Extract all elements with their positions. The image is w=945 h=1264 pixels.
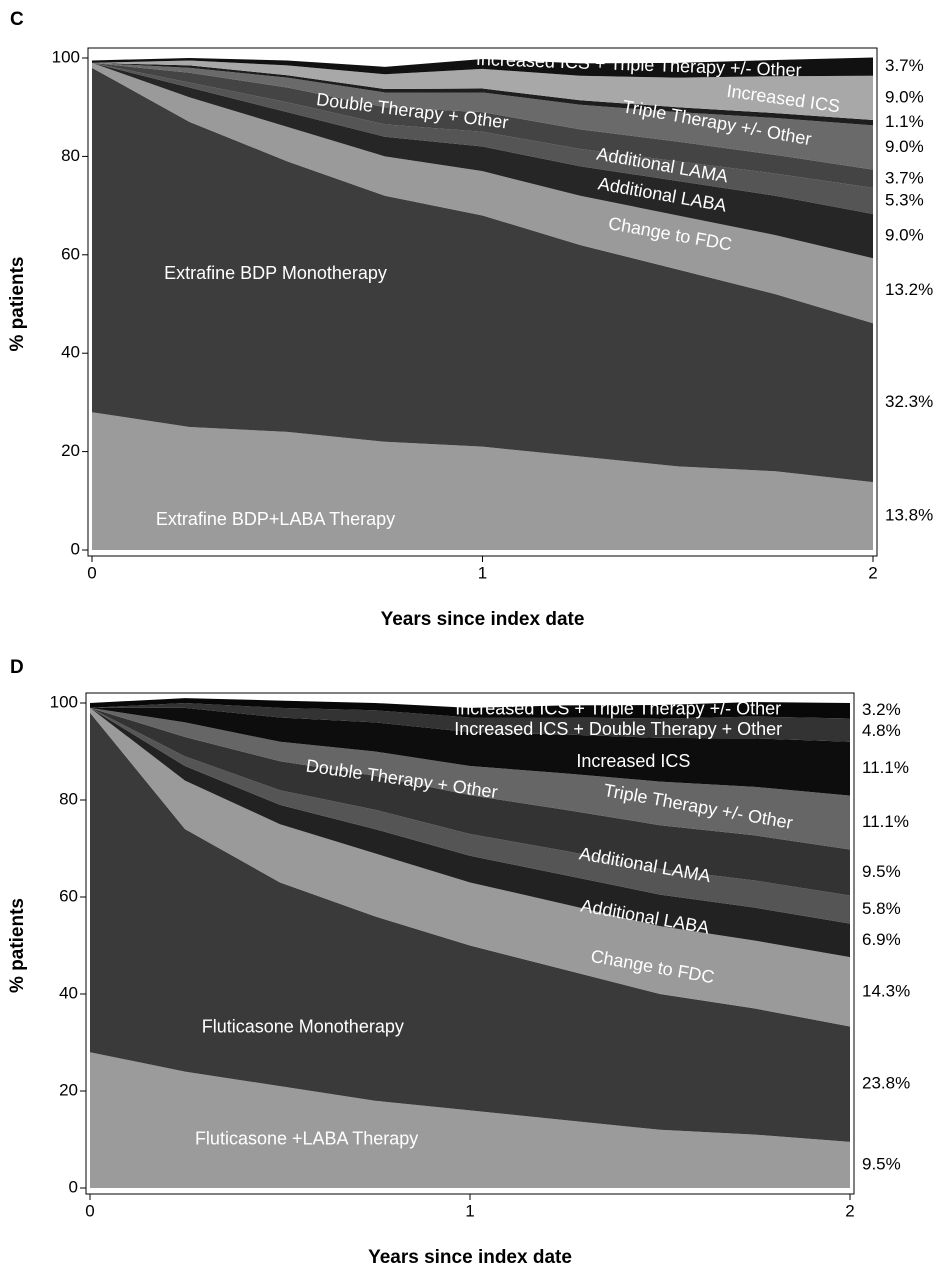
y-tick-label: 80 bbox=[61, 146, 80, 165]
x-axis-title: Years since index date bbox=[368, 1247, 572, 1264]
end-label: 13.8% bbox=[885, 506, 933, 525]
end-label: 3.2% bbox=[862, 700, 901, 719]
area-layer bbox=[90, 707, 850, 896]
area-layer bbox=[92, 412, 873, 550]
y-tick-label: 0 bbox=[71, 539, 80, 558]
y-tick-label: 0 bbox=[69, 1177, 78, 1196]
y-tick-label: 20 bbox=[59, 1080, 78, 1099]
end-label: 11.1% bbox=[862, 758, 909, 777]
y-tick-label: 100 bbox=[50, 692, 78, 711]
end-label: 3.7% bbox=[885, 56, 924, 75]
area-layer bbox=[90, 707, 850, 1027]
y-tick-label: 60 bbox=[59, 886, 78, 905]
area-layer bbox=[90, 712, 850, 1142]
end-label: 1.1% bbox=[885, 112, 924, 131]
layer-name: Increased ICS bbox=[576, 751, 690, 771]
y-tick-label: 60 bbox=[61, 244, 80, 263]
end-label: 9.5% bbox=[862, 1154, 901, 1173]
area-layer bbox=[92, 62, 873, 324]
area-layer bbox=[92, 62, 873, 126]
end-label: 9.0% bbox=[885, 226, 924, 245]
area-layer bbox=[92, 67, 873, 483]
x-tick-label: 0 bbox=[85, 1201, 94, 1220]
y-tick-label: 40 bbox=[59, 983, 78, 1002]
area-layer bbox=[90, 703, 850, 742]
area-layer bbox=[92, 62, 873, 214]
end-label: 4.8% bbox=[862, 721, 901, 740]
y-tick-label: 80 bbox=[59, 789, 78, 808]
area-layer bbox=[92, 62, 873, 259]
end-label: 11.1% bbox=[862, 812, 909, 831]
end-label: 14.3% bbox=[862, 981, 910, 1000]
area-layer bbox=[92, 57, 873, 78]
x-tick-label: 2 bbox=[868, 563, 877, 582]
x-tick-label: 0 bbox=[87, 563, 96, 582]
end-label: 5.3% bbox=[885, 190, 924, 209]
area-layer bbox=[90, 707, 850, 796]
end-label: 6.9% bbox=[862, 930, 901, 949]
x-tick-label: 1 bbox=[465, 1201, 474, 1220]
area-layer bbox=[92, 60, 873, 120]
layer-name: Increased ICS + Double Therapy + Other bbox=[454, 719, 782, 739]
area-layer bbox=[90, 707, 850, 924]
panel-label: C bbox=[10, 9, 24, 30]
area-layer bbox=[90, 707, 850, 850]
panel-label: D bbox=[10, 657, 24, 678]
y-tick-label: 40 bbox=[61, 343, 80, 362]
end-label: 32.3% bbox=[885, 392, 933, 411]
layer-name: Fluticasone +LABA Therapy bbox=[195, 1129, 418, 1149]
area-layer bbox=[90, 698, 850, 719]
x-tick-label: 2 bbox=[845, 1201, 854, 1220]
y-axis-title: % patients bbox=[7, 256, 28, 351]
area-layer bbox=[92, 62, 873, 188]
layer-name: Extrafine BDP+LABA Therapy bbox=[156, 509, 395, 529]
x-axis-title: Years since index date bbox=[381, 609, 585, 630]
layer-name: Extrafine BDP Monotherapy bbox=[164, 263, 387, 283]
end-label: 9.0% bbox=[885, 137, 924, 156]
y-axis-title: % patients bbox=[7, 898, 28, 993]
end-label: 5.8% bbox=[862, 899, 901, 918]
y-tick-label: 20 bbox=[61, 441, 80, 460]
end-label: 9.0% bbox=[885, 87, 924, 106]
end-label: 13.2% bbox=[885, 280, 933, 299]
layer-name: Increased ICS + Triple Therapy +/- Other bbox=[455, 699, 781, 719]
end-label: 23.8% bbox=[862, 1074, 910, 1093]
area-layer bbox=[90, 707, 850, 958]
x-tick-label: 1 bbox=[478, 563, 487, 582]
y-tick-label: 100 bbox=[52, 47, 80, 66]
end-label: 9.5% bbox=[862, 862, 901, 881]
area-layer bbox=[90, 1052, 850, 1188]
layer-name: Fluticasone Monotherapy bbox=[202, 1017, 404, 1037]
end-label: 3.7% bbox=[885, 168, 924, 187]
area-layer bbox=[92, 62, 873, 170]
